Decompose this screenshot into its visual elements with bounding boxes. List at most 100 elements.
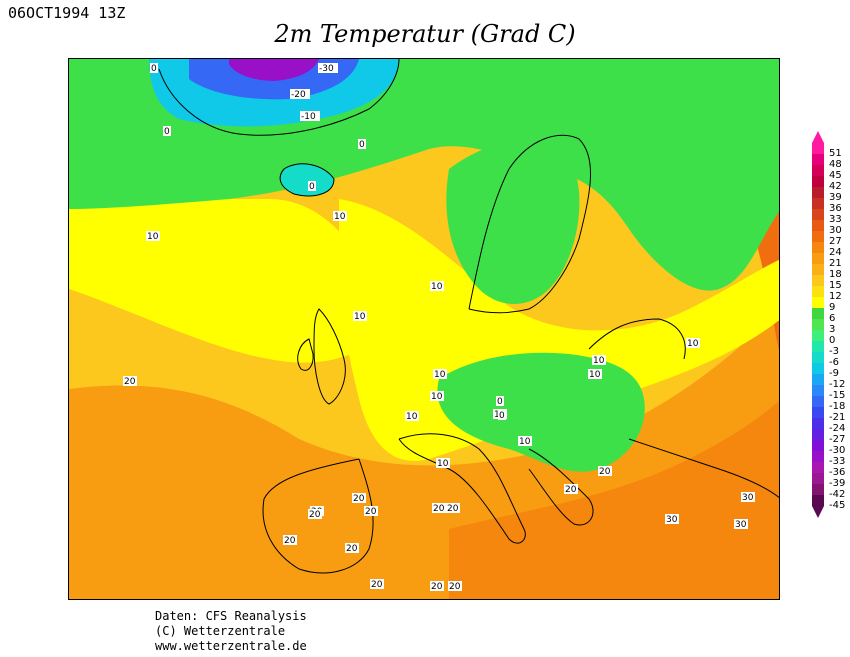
legend-swatch — [812, 154, 824, 165]
contour-label: 10 — [354, 312, 366, 322]
legend-label: -36 — [829, 467, 846, 478]
legend-swatch — [812, 363, 824, 374]
legend-label: -9 — [829, 368, 839, 379]
contour-label-bg — [518, 436, 532, 446]
legend-label: -42 — [829, 489, 846, 500]
contour-label-bg — [446, 503, 460, 513]
legend-label: 27 — [829, 236, 842, 247]
legend-label: -39 — [829, 478, 846, 489]
green-scandinavia — [446, 140, 580, 304]
contour-label-bg — [370, 579, 384, 589]
legend-label: 24 — [829, 247, 842, 258]
contour-label-bg — [592, 355, 606, 365]
contour-label-bg — [318, 63, 338, 73]
contour-label-bg — [283, 535, 297, 545]
timestamp: 06OCT1994 13Z — [8, 4, 126, 22]
legend-swatch — [812, 253, 824, 264]
contour-label: 10 — [593, 356, 605, 366]
legend-swatch — [812, 352, 824, 363]
contour-label-bg — [300, 111, 320, 121]
contour-label-bg — [598, 466, 612, 476]
legend-label: -24 — [829, 423, 846, 434]
contour-label: -10 — [301, 112, 316, 122]
legend-swatch — [812, 330, 824, 341]
contour-label-bg — [496, 396, 504, 406]
contour-label: 0 — [309, 182, 315, 192]
contour-label-bg — [123, 376, 137, 386]
contour-label: 20 — [433, 504, 445, 514]
contour-label: -30 — [319, 64, 334, 74]
legend-label: 39 — [829, 192, 842, 203]
color-legend: 51 48 45 42 39 36 33 30 27 24 21 18 15 12 9 6 3 0 -3 -6 -9 -1… — [808, 131, 848, 526]
legend-label: 33 — [829, 214, 842, 225]
contour-label-bg — [665, 514, 679, 524]
legend-swatch — [812, 209, 824, 220]
legend-label: 21 — [829, 258, 842, 269]
footer-website: www.wetterzentrale.de — [155, 639, 307, 653]
legend-label: -33 — [829, 456, 846, 467]
contour-label-bg — [333, 211, 347, 221]
legend-label: 6 — [829, 313, 836, 324]
legend-label: -3 — [829, 346, 839, 357]
legend-label: -27 — [829, 434, 846, 445]
legend-swatch — [812, 308, 824, 319]
contour-label: 0 — [499, 411, 505, 421]
contour-label: 10 — [431, 392, 443, 402]
contour-label-bg — [352, 493, 366, 503]
legend-label: 0 — [829, 335, 836, 346]
contour-label: 30 — [735, 520, 747, 530]
contour-label-bg — [290, 89, 310, 99]
contour-label-bg — [405, 411, 419, 421]
legend-swatch — [812, 220, 824, 231]
contour-label-bg — [741, 492, 755, 502]
map-canvas: -30-20-100000101010101010101010101010102… — [69, 59, 779, 599]
legend-swatch — [812, 176, 824, 187]
legend-label: 9 — [829, 302, 836, 313]
contour-label-bg — [430, 581, 444, 591]
legend-swatch — [812, 341, 824, 352]
legend-label: 42 — [829, 181, 842, 192]
legend-label: 48 — [829, 159, 842, 170]
legend-swatch — [812, 385, 824, 396]
legend-label: 15 — [829, 280, 842, 291]
greenland-coldest — [229, 59, 319, 81]
legend-swatch — [812, 231, 824, 242]
coastlines — [158, 59, 779, 574]
legend-label: -30 — [829, 445, 846, 456]
contour-label: 0 — [359, 140, 365, 150]
contour-label: 20 — [599, 467, 611, 477]
contour-label: 20 — [309, 510, 321, 520]
contour-label-bg — [150, 63, 158, 73]
legend-swatch — [812, 429, 824, 440]
legend-swatch — [812, 319, 824, 330]
legend-swatch — [812, 264, 824, 275]
contour-label: 20 — [431, 582, 443, 592]
contour-label-bg — [448, 581, 462, 591]
contour-label: 0 — [497, 397, 503, 407]
legend-swatch — [812, 495, 824, 506]
footer-data-source: Daten: CFS Reanalysis — [155, 609, 307, 623]
footer-credits: Daten: CFS Reanalysis (C) Wetterzentrale… — [155, 609, 307, 654]
legend-label: 51 — [829, 148, 842, 159]
legend-swatch — [812, 242, 824, 253]
legend-swatch — [812, 165, 824, 176]
contour-label: 20 — [346, 544, 358, 554]
legend-swatch — [812, 275, 824, 286]
legend-label: 45 — [829, 170, 842, 181]
legend-label: 30 — [829, 225, 842, 236]
contour-label: 20 — [447, 504, 459, 514]
contour-label: 10 — [437, 459, 449, 469]
legend-swatch — [812, 198, 824, 209]
contour-label-bg — [564, 484, 578, 494]
contour-label-bg — [588, 369, 602, 379]
legend-label: 3 — [829, 324, 836, 335]
contour-label-bg — [163, 126, 171, 136]
legend-swatch — [812, 187, 824, 198]
contour-label: 10 — [431, 282, 443, 292]
contour-label: 10 — [434, 370, 446, 380]
contour-label: 0 — [164, 127, 170, 137]
contour-label: 20 — [284, 536, 296, 546]
contour-label-bg — [686, 338, 700, 348]
contour-label-bg — [436, 458, 450, 468]
legend-bottom-arrow — [812, 506, 824, 518]
